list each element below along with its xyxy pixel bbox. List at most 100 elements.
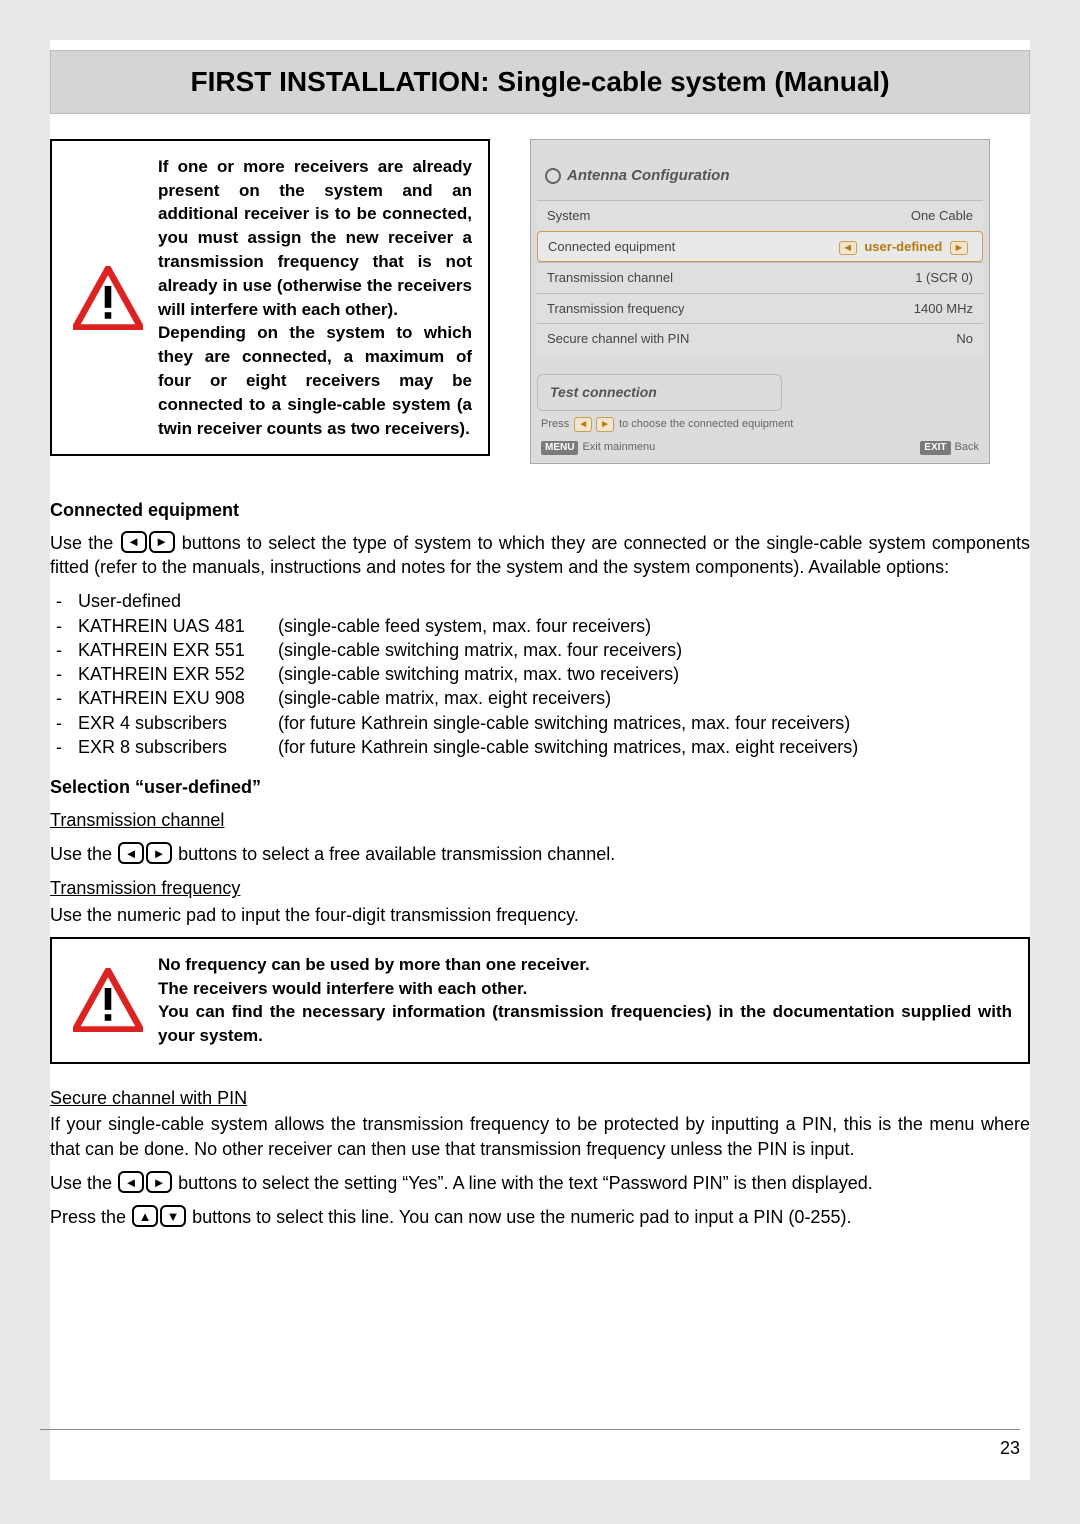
txt: No frequency can be used by more than on…: [158, 953, 1012, 977]
transmission-frequency-head: Transmission frequency: [50, 878, 240, 898]
left-button-icon: ◄: [118, 1171, 144, 1193]
option-desc: (single-cable switching matrix, max. fou…: [278, 638, 1030, 662]
dash: -: [50, 735, 78, 759]
right-button-icon: ►: [149, 531, 175, 553]
option-row: -KATHREIN EXR 552(single-cable switching…: [50, 662, 1030, 686]
secure-pin-para: If your single-cable system allows the t…: [50, 1112, 1030, 1161]
ui-row[interactable]: SystemOne Cable: [537, 200, 983, 231]
option-name: EXR 4 subscribers: [78, 711, 278, 735]
exit-tag: EXIT: [920, 441, 950, 455]
ui-row[interactable]: Connected equipment◄ user-defined ►: [537, 231, 983, 263]
left-arrow-icon: ◄: [574, 417, 592, 433]
option-desc: (single-cable matrix, max. eight receive…: [278, 686, 1030, 710]
warning-2-text: No frequency can be used by more than on…: [158, 953, 1012, 1048]
dash: -: [50, 686, 78, 710]
ui-row-label: Transmission channel: [547, 269, 915, 287]
right-button-icon: ►: [146, 842, 172, 864]
option-row: -EXR 4 subscribers(for future Kathrein s…: [50, 711, 1030, 735]
txt: buttons to select the setting “Yes”. A l…: [178, 1173, 873, 1193]
option-name: KATHREIN EXU 908: [78, 686, 278, 710]
option-name: KATHREIN EXR 552: [78, 662, 278, 686]
ui-footer: MENU Exit mainmenu EXIT Back: [537, 438, 983, 457]
options-list: -User-defined-KATHREIN UAS 481(single-ca…: [50, 589, 1030, 759]
option-row: -KATHREIN EXR 551(single-cable switching…: [50, 638, 1030, 662]
warning-box-2: No frequency can be used by more than on…: [50, 937, 1030, 1064]
ui-footer-left: MENU Exit mainmenu: [541, 440, 655, 455]
option-name: KATHREIN UAS 481: [78, 614, 278, 638]
dash: -: [50, 662, 78, 686]
transmission-frequency-text: Use the numeric pad to input the four-di…: [50, 903, 1030, 927]
connected-equipment-heading: Connected equipment: [50, 498, 1030, 522]
txt: Use the: [50, 844, 117, 864]
user-defined-heading: Selection “user-defined”: [50, 775, 1030, 799]
ui-row-label: Secure channel with PIN: [547, 330, 956, 348]
warning-icon: [68, 968, 148, 1032]
option-row: -KATHREIN UAS 481(single-cable feed syst…: [50, 614, 1030, 638]
secure-pin-line3: Press the ▲▼ buttons to select this line…: [50, 1205, 1030, 1229]
ui-row-label: Connected equipment: [548, 238, 835, 256]
warning-icon: [68, 266, 148, 330]
refresh-icon: [545, 168, 561, 184]
txt: Use the: [50, 1173, 117, 1193]
txt: You can find the necessary information (…: [158, 1000, 1012, 1048]
option-desc: (for future Kathrein single-cable switch…: [278, 735, 1030, 759]
dash: -: [50, 589, 78, 613]
ui-hint: Press ◄► to choose the connected equipme…: [537, 411, 983, 439]
down-button-icon: ▼: [160, 1205, 186, 1227]
test-connection-button[interactable]: Test connection: [537, 374, 782, 411]
ui-rows: SystemOne CableConnected equipment◄ user…: [537, 200, 983, 354]
connected-equipment-intro: Use the ◄► buttons to select the type of…: [50, 531, 1030, 580]
ui-header: Antenna Configuration: [537, 148, 983, 200]
txt: The receivers would interfere with each …: [158, 977, 1012, 1001]
txt: Press the: [50, 1207, 131, 1227]
left-button-icon: ◄: [121, 531, 147, 553]
ui-hint-suffix: to choose the connected equipment: [619, 418, 793, 430]
ui-title: Antenna Configuration: [567, 166, 729, 186]
secure-pin-head: Secure channel with PIN: [50, 1088, 247, 1108]
ui-row-value: ◄ user-defined ►: [835, 238, 972, 256]
menu-tag: MENU: [541, 441, 578, 455]
ui-row[interactable]: Transmission frequency1400 MHz: [537, 293, 983, 324]
warning-box-1: If one or more receivers are already pre…: [50, 139, 490, 457]
ui-hint-prefix: Press: [541, 418, 569, 430]
txt: buttons to select a free available trans…: [178, 844, 615, 864]
ui-row-label: System: [547, 207, 911, 225]
option-name: EXR 8 subscribers: [78, 735, 278, 759]
footer-left-label: Exit mainmenu: [582, 441, 655, 453]
top-row: If one or more receivers are already pre…: [50, 139, 1030, 479]
page-title-bar: FIRST INSTALLATION: Single-cable system …: [50, 50, 1030, 114]
right-button-icon: ►: [146, 1171, 172, 1193]
right-arrow-icon: ►: [596, 417, 614, 433]
warning-1-text: If one or more receivers are already pre…: [158, 155, 472, 441]
right-arrow-icon[interactable]: ►: [950, 241, 968, 255]
page-title: FIRST INSTALLATION: Single-cable system …: [67, 63, 1013, 101]
ui-row-value: 1400 MHz: [914, 300, 973, 318]
ui-footer-right: EXIT Back: [920, 440, 979, 455]
option-desc: (single-cable feed system, max. four rec…: [278, 614, 1030, 638]
ui-row-value: No: [956, 330, 973, 348]
up-button-icon: ▲: [132, 1205, 158, 1227]
dash: -: [50, 614, 78, 638]
transmission-channel-head: Transmission channel: [50, 810, 224, 830]
txt: buttons to select the type of system to …: [50, 533, 1030, 577]
page-number: 23: [40, 1429, 1020, 1460]
ui-row-value: One Cable: [911, 207, 973, 225]
left-arrow-icon[interactable]: ◄: [839, 241, 857, 255]
transmission-channel-text: Use the ◄► buttons to select a free avai…: [50, 842, 1030, 866]
option-name: User-defined: [78, 589, 278, 613]
left-button-icon: ◄: [118, 842, 144, 864]
option-desc: (for future Kathrein single-cable switch…: [278, 711, 1030, 735]
txt: buttons to select this line. You can now…: [192, 1207, 851, 1227]
option-name: KATHREIN EXR 551: [78, 638, 278, 662]
ui-row[interactable]: Secure channel with PINNo: [537, 323, 983, 354]
option-row: -User-defined: [50, 589, 1030, 613]
dash: -: [50, 711, 78, 735]
ui-row-value: 1 (SCR 0): [915, 269, 973, 287]
footer-right-label: Back: [955, 441, 979, 453]
option-row: -KATHREIN EXU 908(single-cable matrix, m…: [50, 686, 1030, 710]
secure-pin-line2: Use the ◄► buttons to select the setting…: [50, 1171, 1030, 1195]
option-row: -EXR 8 subscribers(for future Kathrein s…: [50, 735, 1030, 759]
antenna-config-screenshot: Antenna Configuration SystemOne CableCon…: [530, 139, 990, 464]
option-desc: (single-cable switching matrix, max. two…: [278, 662, 1030, 686]
ui-row[interactable]: Transmission channel1 (SCR 0): [537, 262, 983, 293]
